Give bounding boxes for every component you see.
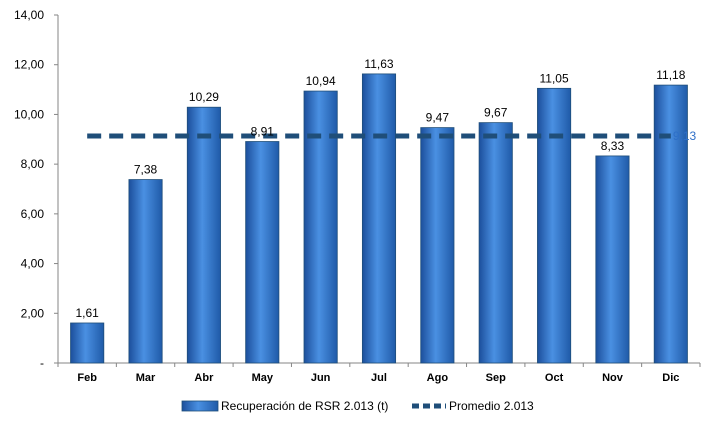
bar-jul [361, 73, 397, 364]
y-tick-label: - [40, 356, 44, 370]
data-label-feb: 1,61 [76, 306, 100, 320]
y-tick-label: 6,00 [21, 207, 45, 221]
legend-label-line: Promedio 2.013 [449, 399, 534, 413]
x-tick-label-oct: Oct [545, 372, 564, 384]
data-label-jun: 10,94 [306, 74, 336, 88]
y-tick-label: 8,00 [21, 157, 45, 171]
x-tick-label-nov: Nov [602, 372, 624, 384]
average-value-label: 9,13 [673, 129, 697, 143]
bar-may [245, 141, 280, 364]
data-label-mar: 7,38 [134, 163, 158, 177]
legend: Recuperación de RSR 2.013 (t) Promedio 2… [181, 399, 534, 413]
data-label-nov: 8,33 [601, 139, 625, 153]
y-tick-label: 2,00 [21, 306, 45, 320]
bar-sep [478, 122, 513, 364]
bar-dic [653, 84, 688, 364]
bars [70, 73, 688, 364]
data-labels: 1,61 7,38 10,29 8,91 10,94 11,63 9,47 9,67 11,05… [76, 57, 686, 320]
x-tick-label-jul: Jul [371, 372, 387, 384]
x-tick-label-jun: Jun [311, 372, 331, 384]
bar-mar [128, 179, 163, 364]
x-tick-label-sep: Sep [486, 372, 506, 384]
x-tick-label-may: May [252, 372, 274, 384]
data-label-dic: 11,18 [656, 68, 685, 82]
bar-abr [186, 106, 221, 364]
y-tick-label: 14,00 [14, 8, 44, 22]
x-tick-label-dic: Dic [662, 372, 679, 384]
bar-feb [70, 322, 105, 364]
average-line-layer: 9,13 [87, 129, 696, 143]
data-label-ago: 9,47 [426, 111, 450, 125]
data-label-jul: 11,63 [364, 57, 393, 71]
x-tick-label-mar: Mar [136, 372, 156, 384]
y-tick-label: 4,00 [21, 257, 45, 271]
data-label-sep: 9,67 [484, 106, 508, 120]
bar-jun [303, 90, 338, 364]
data-label-oct: 11,05 [540, 71, 569, 85]
y-tick-label: 10,00 [14, 107, 44, 121]
bar-nov [595, 155, 630, 364]
y-tick-label: 12,00 [14, 58, 44, 72]
x-tick-label-feb: Feb [77, 372, 97, 384]
axes: - 2,00 4,00 6,00 8,00 10,00 12,00 14,00 Feb Mar Ab… [14, 8, 701, 384]
bar-ago [420, 127, 455, 364]
legend-label-bar: Recuperación de RSR 2.013 (t) [221, 399, 388, 413]
x-tick-label-abr: Abr [194, 372, 214, 384]
x-tick-label-ago: Ago [427, 372, 449, 384]
bar-oct [537, 87, 572, 364]
data-label-abr: 10,29 [189, 90, 219, 104]
data-label-may: 8,91 [251, 125, 275, 139]
legend-swatch-bar [181, 400, 219, 412]
